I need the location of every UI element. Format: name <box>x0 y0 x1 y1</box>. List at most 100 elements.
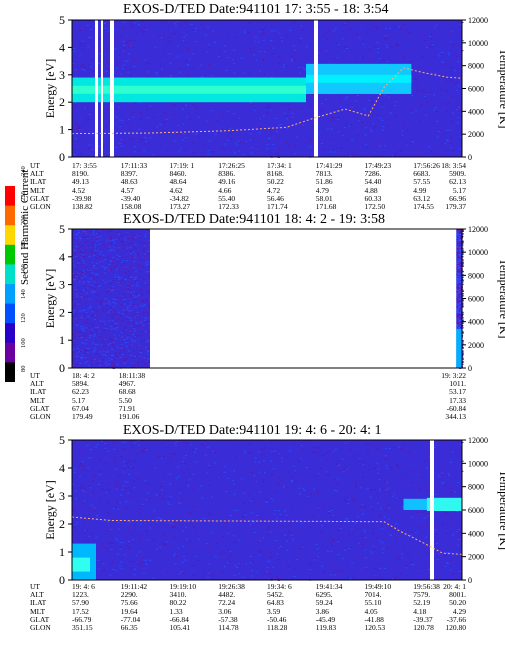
heatmap-noise <box>113 249 116 251</box>
heatmap-noise <box>435 24 438 26</box>
heatmap-noise <box>298 460 301 462</box>
y2-tick-label: 4000 <box>468 318 484 327</box>
heatmap-noise <box>126 258 129 260</box>
heatmap-noise <box>447 472 450 474</box>
heatmap-noise <box>133 304 136 306</box>
heatmap-noise <box>237 563 240 565</box>
heatmap-noise <box>88 147 91 149</box>
heatmap-noise <box>75 518 78 520</box>
orbit-value: 66.35 <box>120 623 138 632</box>
heatmap-noise <box>93 506 96 508</box>
heatmap-noise <box>173 553 176 555</box>
heatmap-noise <box>129 246 132 248</box>
heatmap-noise <box>139 270 142 272</box>
heatmap-noise <box>152 154 155 156</box>
heatmap-noise <box>96 444 99 446</box>
heatmap-noise <box>243 502 246 504</box>
heatmap-noise <box>98 498 101 500</box>
heatmap-noise <box>458 528 461 530</box>
heatmap-noise <box>286 118 289 120</box>
orbit-value: -50.46 <box>267 614 287 624</box>
heatmap-noise <box>455 477 458 479</box>
heatmap-noise <box>387 487 390 489</box>
heatmap-noise <box>381 528 384 530</box>
heatmap-noise <box>391 578 394 580</box>
heatmap-noise <box>453 491 456 493</box>
heatmap-noise <box>105 125 108 127</box>
heatmap-noise <box>344 467 347 469</box>
heatmap-noise <box>105 267 108 269</box>
heatmap-noise <box>146 492 149 494</box>
heatmap-noise <box>135 276 138 278</box>
heatmap-noise <box>456 272 459 274</box>
heatmap-noise <box>395 44 398 46</box>
heatmap-noise <box>126 289 129 291</box>
orbit-value: 191.06 <box>118 412 140 421</box>
heatmap-noise <box>89 231 92 233</box>
heatmap-noise <box>460 259 463 261</box>
heatmap-noise <box>105 328 108 330</box>
heatmap-noise <box>459 266 462 268</box>
heatmap-noise <box>115 355 118 357</box>
heatmap-noise <box>92 266 95 268</box>
heatmap-noise <box>91 148 94 150</box>
heatmap-noise <box>122 359 125 361</box>
heatmap-noise <box>403 444 406 446</box>
heatmap-noise <box>167 36 170 38</box>
heatmap-noise <box>345 547 348 549</box>
heatmap-noise <box>104 28 107 30</box>
heatmap-noise <box>321 103 324 105</box>
heatmap-noise <box>115 268 118 270</box>
heatmap-noise <box>456 252 459 254</box>
heatmap-noise <box>118 565 121 567</box>
heatmap-noise <box>78 278 81 280</box>
heatmap-noise <box>325 99 328 101</box>
heatmap-noise <box>401 553 404 555</box>
heatmap-noise <box>229 128 232 130</box>
heatmap-noise <box>139 350 142 352</box>
heatmap-noise <box>418 67 421 69</box>
heatmap-noise <box>147 357 150 359</box>
heatmap-noise <box>309 146 312 148</box>
heatmap-noise <box>129 330 132 332</box>
heatmap-noise <box>127 321 130 323</box>
heatmap-noise <box>75 293 78 295</box>
heatmap-noise <box>192 29 195 31</box>
heatmap-noise <box>146 274 149 276</box>
heatmap-noise <box>75 255 78 257</box>
heatmap-noise <box>73 365 76 367</box>
heatmap-noise <box>459 319 462 321</box>
heatmap-noise <box>132 356 135 358</box>
heatmap-noise <box>83 229 86 231</box>
heatmap-noise <box>115 327 118 329</box>
heatmap-noise <box>317 473 320 475</box>
heatmap-noise <box>238 141 241 143</box>
heatmap-noise <box>282 66 285 68</box>
heatmap-noise <box>80 152 83 154</box>
y2-axis-label: Temperature [K] <box>497 48 505 128</box>
heatmap-noise <box>161 482 164 484</box>
heatmap-noise <box>92 314 95 316</box>
heatmap-noise <box>260 522 263 524</box>
heatmap-noise <box>332 93 335 95</box>
heatmap-noise <box>270 460 273 462</box>
heatmap-noise <box>117 282 120 284</box>
heatmap-noise <box>147 347 150 349</box>
intensity-band-core <box>306 74 412 83</box>
heatmap-noise <box>103 146 106 148</box>
heatmap-noise <box>128 243 131 245</box>
orbit-row-label: ALT <box>30 379 44 389</box>
heatmap-noise <box>200 485 203 487</box>
heatmap-noise <box>99 336 102 338</box>
heatmap-noise <box>93 290 96 292</box>
heatmap-noise <box>79 42 82 44</box>
heatmap-noise <box>254 572 257 574</box>
heatmap-noise <box>169 483 172 485</box>
heatmap-noise <box>76 235 79 237</box>
heatmap-noise <box>334 490 337 492</box>
heatmap-noise <box>456 293 459 295</box>
heatmap-noise <box>129 521 132 523</box>
heatmap-noise <box>371 523 374 525</box>
orbit-value: 17:34: 1 <box>267 161 292 170</box>
heatmap-noise <box>113 457 116 459</box>
